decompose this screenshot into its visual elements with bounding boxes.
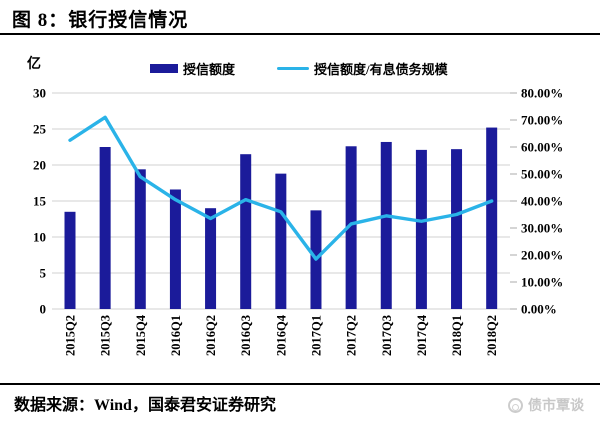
bar-2017Q2 (345, 146, 357, 309)
bar-2016Q1 (169, 189, 181, 309)
x-label-2017Q1: 2017Q1 (309, 315, 323, 356)
legend-bar-label: 授信额度 (183, 62, 236, 77)
watermark-text: 债市覃谈 (528, 399, 584, 414)
watermark: 债市覃谈 (508, 395, 584, 415)
bar-2017Q4 (415, 149, 427, 309)
x-label-2016Q1: 2016Q1 (169, 315, 183, 356)
left-axis-tick-5: 5 (40, 266, 47, 281)
x-label-2015Q2: 2015Q2 (64, 315, 78, 356)
bar-2018Q2 (486, 127, 498, 309)
right-axis-tick-10.00%: 10.00% (521, 275, 563, 290)
legend-bar-swatch-icon (150, 64, 178, 73)
footer-divider (0, 383, 600, 385)
x-label-2017Q2: 2017Q2 (345, 315, 359, 356)
right-axis-tick-70.00%: 70.00% (521, 113, 563, 128)
right-axis-tick-20.00%: 20.00% (521, 248, 563, 263)
bar-2015Q2 (64, 211, 76, 309)
legend-line-label: 授信额度/有息债务规模 (314, 62, 448, 77)
x-label-2018Q2: 2018Q2 (485, 315, 499, 356)
x-label-2016Q3: 2016Q3 (239, 315, 253, 356)
title-divider (0, 33, 600, 35)
y-axis-unit-label: 亿 (27, 57, 41, 72)
x-label-2016Q2: 2016Q2 (204, 315, 218, 356)
bar-2017Q3 (380, 141, 392, 309)
left-axis-tick-0: 0 (40, 302, 47, 317)
chart-title: 图 8：银行授信情况 (12, 10, 189, 31)
x-label-2017Q3: 2017Q3 (380, 315, 394, 356)
data-source-text: 数据来源：Wind，国泰君安证券研究 (14, 397, 276, 414)
left-axis-tick-10: 10 (33, 230, 46, 245)
right-axis-tick-30.00%: 30.00% (521, 221, 563, 236)
bar-2015Q4 (134, 169, 146, 309)
right-axis-tick-80.00%: 80.00% (521, 86, 563, 101)
legend-line-swatch-icon (277, 66, 310, 71)
x-label-2015Q3: 2015Q3 (99, 315, 113, 356)
x-label-2016Q4: 2016Q4 (274, 314, 288, 356)
watermark-logo-icon (508, 397, 523, 413)
left-axis-tick-15: 15 (33, 194, 47, 209)
bar-2016Q4 (275, 173, 287, 309)
left-axis-tick-20: 20 (33, 158, 46, 173)
bar-2016Q2 (205, 208, 217, 309)
right-axis-tick-40.00%: 40.00% (521, 194, 563, 209)
right-axis-tick-0.00%: 0.00% (521, 302, 557, 317)
right-axis-tick-50.00%: 50.00% (521, 167, 563, 182)
right-axis-tick-60.00%: 60.00% (521, 140, 563, 155)
bar-2018Q1 (451, 149, 463, 309)
x-label-2017Q4: 2017Q4 (415, 314, 429, 356)
left-axis-tick-30: 30 (33, 86, 46, 101)
x-label-2015Q4: 2015Q4 (134, 314, 148, 356)
legend: 授信额度 授信额度/有息债务规模 (150, 59, 448, 78)
line-series (68, 115, 494, 261)
bar-2015Q3 (99, 147, 111, 309)
left-axis-tick-25: 25 (33, 122, 47, 137)
bar-2016Q3 (240, 154, 252, 309)
x-label-2018Q1: 2018Q1 (450, 315, 464, 356)
